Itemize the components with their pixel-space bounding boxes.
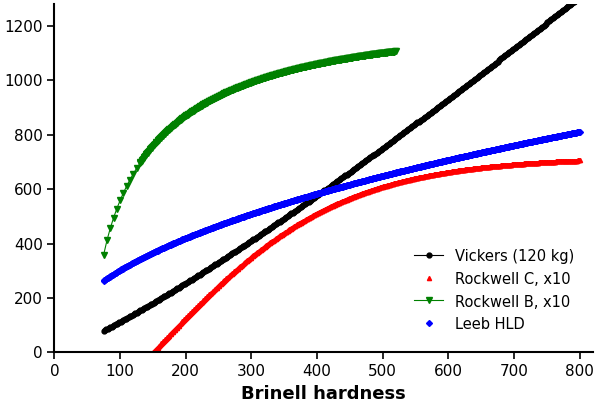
Rockwell B, x10 bbox=[294, 66, 301, 71]
Rockwell C, x10 bbox=[224, 275, 232, 280]
Line: Vickers (120 kg): Vickers (120 kg) bbox=[101, 0, 581, 333]
Leeb HLD bbox=[277, 202, 284, 207]
Leeb HLD bbox=[100, 278, 107, 283]
Vickers (120 kg) bbox=[125, 315, 132, 319]
Rockwell B, x10 bbox=[100, 252, 107, 257]
Rockwell C, x10 bbox=[284, 228, 291, 233]
Line: Rockwell B, x10: Rockwell B, x10 bbox=[101, 48, 399, 258]
Rockwell B, x10 bbox=[362, 53, 370, 58]
Leeb HLD bbox=[375, 175, 382, 179]
X-axis label: Brinell hardness: Brinell hardness bbox=[241, 385, 406, 403]
Rockwell B, x10 bbox=[162, 131, 169, 136]
Vickers (120 kg) bbox=[100, 328, 107, 333]
Rockwell B, x10 bbox=[345, 56, 352, 61]
Rockwell C, x10 bbox=[576, 158, 583, 163]
Vickers (120 kg) bbox=[206, 265, 214, 270]
Leeb HLD bbox=[340, 184, 347, 189]
Rockwell C, x10 bbox=[179, 319, 186, 324]
Rockwell C, x10 bbox=[173, 325, 180, 330]
Line: Leeb HLD: Leeb HLD bbox=[101, 130, 581, 283]
Legend: Vickers (120 kg), Rockwell C, x10, Rockwell B, x10, Leeb HLD: Vickers (120 kg), Rockwell C, x10, Rockw… bbox=[409, 243, 580, 338]
Rockwell C, x10 bbox=[236, 264, 244, 269]
Leeb HLD bbox=[527, 139, 535, 144]
Rockwell C, x10 bbox=[149, 350, 157, 355]
Vickers (120 kg) bbox=[301, 202, 308, 207]
Vickers (120 kg) bbox=[146, 303, 153, 308]
Vickers (120 kg) bbox=[215, 260, 223, 265]
Rockwell C, x10 bbox=[528, 160, 535, 165]
Rockwell B, x10 bbox=[266, 74, 273, 79]
Leeb HLD bbox=[368, 176, 375, 181]
Rockwell B, x10 bbox=[392, 49, 400, 54]
Rockwell B, x10 bbox=[269, 73, 277, 78]
Leeb HLD bbox=[576, 129, 583, 134]
Line: Rockwell C, x10: Rockwell C, x10 bbox=[151, 158, 581, 354]
Leeb HLD bbox=[151, 249, 158, 254]
Vickers (120 kg) bbox=[461, 84, 469, 89]
